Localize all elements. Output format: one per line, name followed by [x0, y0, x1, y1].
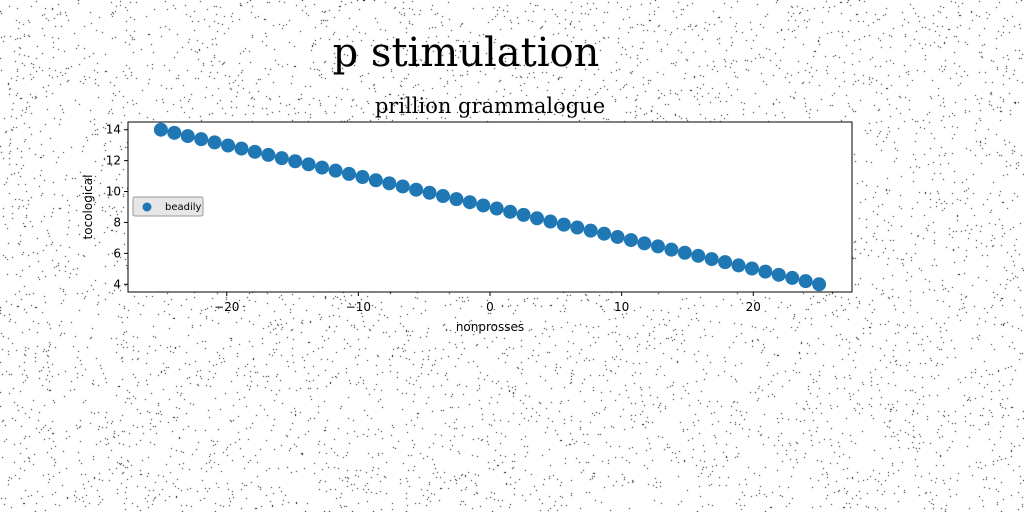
- scatter-point: [623, 233, 638, 248]
- x-tick-label: −20: [214, 300, 239, 314]
- scatter-point: [261, 147, 276, 162]
- x-tick-label: 20: [746, 300, 761, 314]
- scatter-point: [315, 160, 330, 175]
- y-tick-label: 8: [113, 215, 121, 229]
- x-tick-label: −10: [346, 300, 371, 314]
- scatter-point: [247, 144, 262, 159]
- scatter-point: [516, 207, 531, 222]
- scatter-point: [610, 229, 625, 244]
- x-axis-ticks: −20 −10 0 10 20: [214, 292, 761, 314]
- scatter-point: [342, 166, 357, 181]
- y-tick-label: 10: [106, 185, 121, 199]
- scatter-point: [664, 242, 679, 257]
- scatter-point: [476, 198, 491, 213]
- scatter-point: [597, 226, 612, 241]
- legend-marker: [142, 202, 152, 212]
- legend: beadily: [132, 196, 204, 217]
- scatter-point: [637, 236, 652, 251]
- scatter-point: [436, 189, 451, 204]
- scatter-point: [221, 138, 236, 153]
- scatter-point: [570, 220, 585, 235]
- scatter-point: [543, 214, 558, 229]
- scatter-point: [153, 122, 168, 137]
- scatter-point: [207, 135, 222, 150]
- scatter-point: [288, 154, 303, 169]
- scatter-point: [422, 185, 437, 200]
- scatter-point: [650, 239, 665, 254]
- plot-area-frame: [127, 121, 853, 293]
- scatter-point: [691, 248, 706, 263]
- scatter-point: [798, 274, 813, 289]
- y-axis-ticks: 4 6 8 10 12 14: [106, 123, 128, 291]
- chart-title: prillion grammalogue: [375, 94, 605, 118]
- scatter-point: [744, 261, 759, 276]
- scatter-point: [462, 195, 477, 210]
- scatter-point: [368, 173, 383, 188]
- scatter-point: [194, 132, 209, 147]
- scatter-point: [731, 258, 746, 273]
- scatter-point: [449, 192, 464, 207]
- scatter-point: [167, 125, 182, 140]
- y-axis-label: tocological: [81, 175, 95, 240]
- legend-entry-beadily: beadily: [165, 202, 202, 213]
- scatter-point: [583, 223, 598, 238]
- x-tick-label: 10: [614, 300, 629, 314]
- scatter-point: [677, 245, 692, 260]
- scatter-point: [771, 267, 786, 282]
- y-tick-label: 6: [113, 246, 121, 260]
- scatter-point: [274, 151, 289, 166]
- scatter-point: [301, 157, 316, 172]
- scatter-point: [409, 182, 424, 197]
- scatter-point: [503, 204, 518, 219]
- scatter-point: [395, 179, 410, 194]
- x-tick-label: 0: [486, 300, 494, 314]
- scatter-point: [718, 255, 733, 270]
- scatter-point: [704, 252, 719, 267]
- scatter-point: [355, 170, 370, 185]
- scatter-point: [489, 201, 504, 216]
- scatter-point: [556, 217, 571, 232]
- scatter-point: [180, 129, 195, 144]
- scatter-point: [758, 264, 773, 279]
- y-tick-label: 4: [113, 277, 121, 291]
- x-axis-label: nonprosses: [456, 320, 524, 334]
- scatter-point: [529, 211, 544, 226]
- legend-box: [132, 196, 204, 217]
- scatter-point: [785, 270, 800, 285]
- y-tick-label: 12: [106, 154, 121, 168]
- y-tick-label: 14: [106, 123, 121, 137]
- scatter-point: [328, 163, 343, 178]
- scatter-point: [812, 277, 827, 292]
- scatter-point: [382, 176, 397, 191]
- scatter-points: [153, 122, 827, 292]
- scatter-point: [234, 141, 249, 156]
- figure-suptitle: p stimulation: [333, 30, 600, 76]
